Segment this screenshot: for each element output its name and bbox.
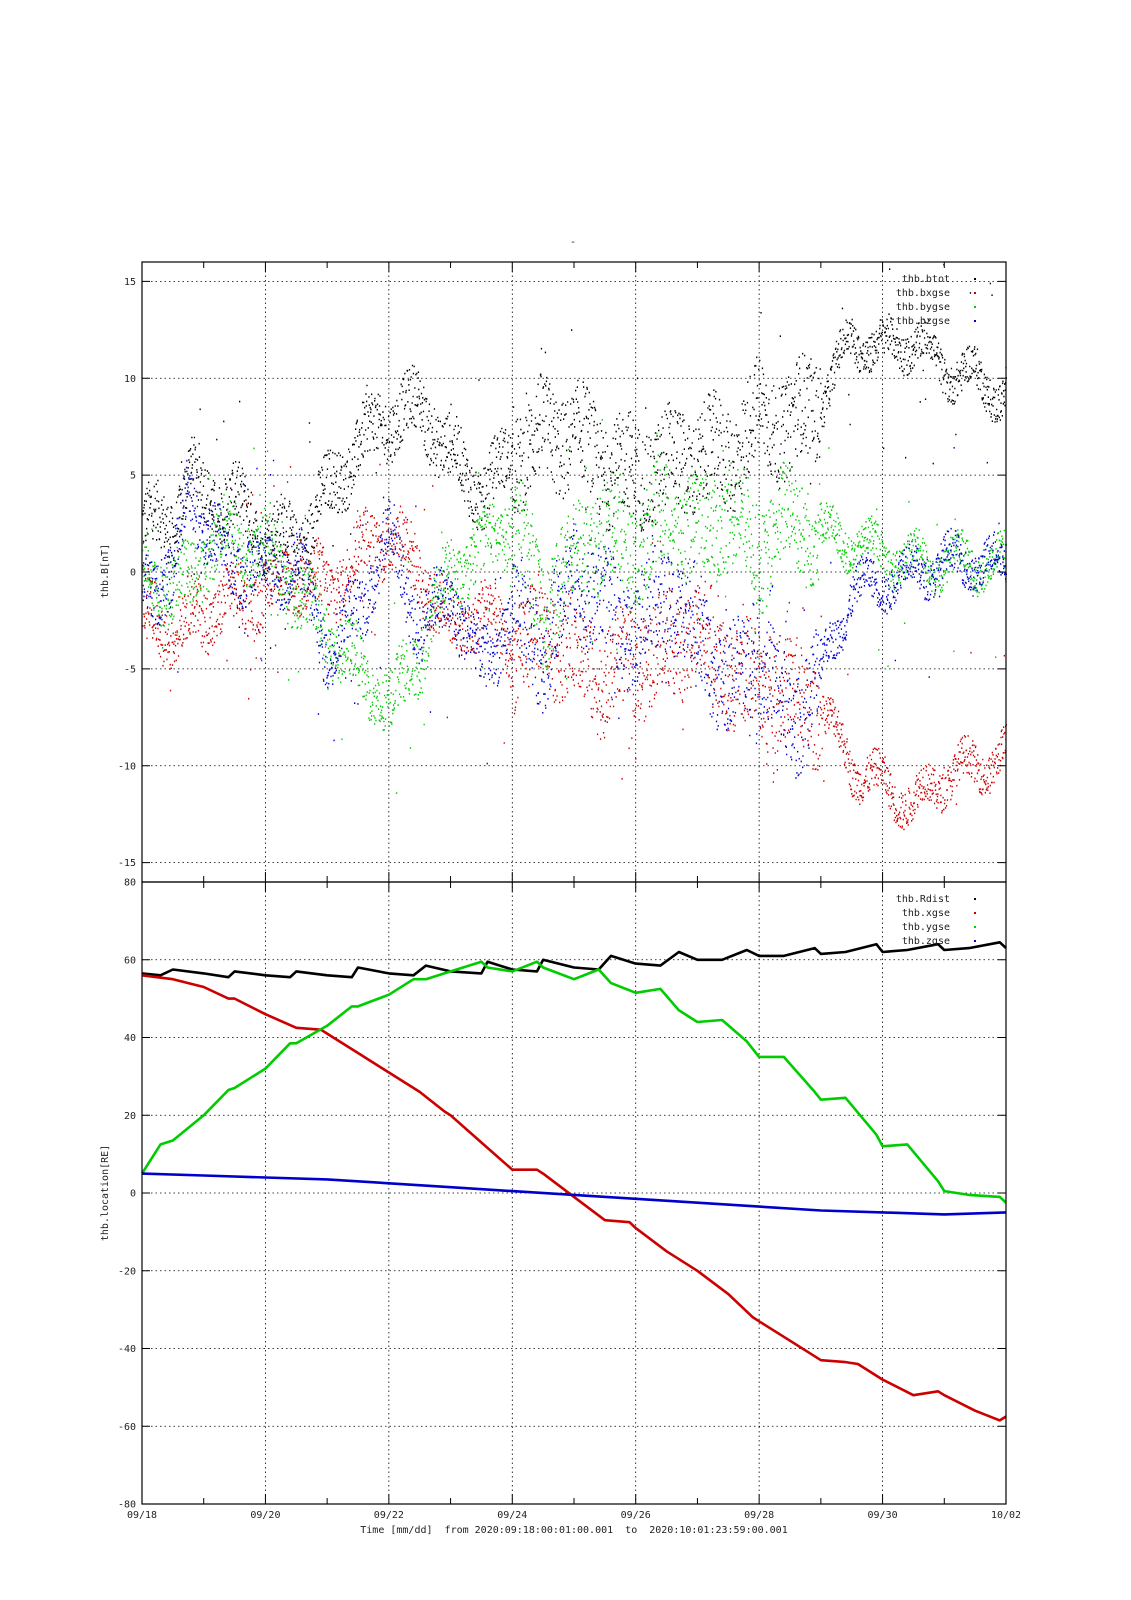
time-range-footer: Time [mm/dd] from 2020:09:18:00:01:00.00… bbox=[360, 1525, 787, 1536]
legend-swatch-thb-xgse bbox=[974, 912, 976, 914]
legend-swatch-thb-ygse bbox=[974, 926, 976, 928]
location-grid bbox=[142, 882, 1006, 1504]
location-y-ticks: -80 -60 -40 -20 0 20 40 60 80 bbox=[118, 878, 1006, 1511]
location-x-ticks: 09/18 09/20 09/22 09/24 09/26 09/28 09/30 10/02 bbox=[127, 882, 1021, 1521]
x-tick-label: 09/18 bbox=[127, 1510, 157, 1521]
x-tick-label: 09/24 bbox=[497, 1510, 527, 1521]
location-legend: thb.Rdist thb.xgse thb.ygse thb.zgse bbox=[896, 894, 976, 947]
location-y-tick-label: -40 bbox=[118, 1344, 136, 1355]
series-thb-xgse-line bbox=[141, 974, 1007, 1422]
series-thb-Rdist-line bbox=[141, 940, 1007, 979]
legend-entry-thb-zgse: thb.zgse bbox=[902, 936, 950, 947]
magnetic-field-y-tick-label: -15 bbox=[118, 858, 136, 869]
legend-entry-thb-bzgse: thb.bzgse bbox=[896, 316, 950, 327]
legend-swatch-thb-bygse bbox=[974, 306, 976, 308]
series-thb-bygse-points bbox=[142, 419, 1007, 794]
magnetic-field-data bbox=[142, 263, 1007, 831]
location-y-tick-label: 60 bbox=[124, 955, 136, 966]
series-thb-btot-points bbox=[142, 263, 1007, 649]
location-y-tick-label: -80 bbox=[118, 1500, 136, 1511]
location-y-tick-label: 80 bbox=[124, 878, 136, 889]
legend-entry-thb-ygse: thb.ygse bbox=[902, 922, 950, 933]
magnetic-field-y-tick-label: 10 bbox=[124, 374, 136, 385]
series-thb-zgse-line bbox=[141, 1172, 1007, 1216]
legend-entry-thb-Rdist: thb.Rdist bbox=[896, 894, 950, 905]
series-thb-ygse-line bbox=[140, 960, 1007, 1204]
magnetic-field-y-tick-label: -5 bbox=[124, 664, 136, 675]
magnetic-field-panel: -15 -10 -5 0 5 10 15 thb.B[nT] thb.btot thb.bxg… bbox=[100, 261, 1007, 883]
legend-swatch-thb-btot bbox=[974, 278, 976, 280]
x-tick-label: 09/20 bbox=[250, 1510, 280, 1521]
x-tick-label: 09/30 bbox=[868, 1510, 898, 1521]
x-tick-label: 10/02 bbox=[991, 1510, 1021, 1521]
page-title: - bbox=[570, 237, 576, 248]
legend-entry-thb-bxgse: thb.bxgse bbox=[896, 288, 950, 299]
location-y-axis-label: thb.location[RE] bbox=[100, 1145, 111, 1241]
magnetic-field-y-tick-label: 0 bbox=[130, 568, 136, 579]
location-y-tick-label: -60 bbox=[118, 1422, 136, 1433]
legend-swatch-thb-Rdist bbox=[974, 898, 976, 900]
magnetic-field-y-axis-label: thb.B[nT] bbox=[100, 544, 111, 598]
magnetic-field-y-tick-label: -10 bbox=[118, 761, 136, 772]
location-data bbox=[140, 940, 1007, 1422]
magnetic-field-y-tick-label: 15 bbox=[124, 277, 136, 288]
legend-entry-thb-btot: thb.btot bbox=[902, 274, 950, 285]
location-y-tick-label: 20 bbox=[124, 1111, 136, 1122]
location-y-tick-label: 40 bbox=[124, 1033, 136, 1044]
magnetic-field-x-tick-marks bbox=[141, 262, 1007, 882]
legend-swatch-thb-zgse bbox=[974, 940, 976, 942]
x-tick-label: 09/28 bbox=[744, 1510, 774, 1521]
series-thb-bzgse-points bbox=[142, 447, 1007, 779]
location-y-tick-label: -20 bbox=[118, 1266, 136, 1277]
magnetic-field-y-ticks: -15 -10 -5 0 5 10 15 bbox=[118, 277, 1006, 869]
legend-swatch-thb-bxgse bbox=[974, 292, 976, 294]
series-thb-bxgse-points bbox=[142, 463, 1007, 831]
legend-entry-thb-bygse: thb.bygse bbox=[896, 302, 950, 313]
legend-swatch-thb-bzgse bbox=[974, 320, 976, 322]
legend-entry-thb-xgse: thb.xgse bbox=[902, 908, 950, 919]
x-tick-label: 09/26 bbox=[621, 1510, 651, 1521]
x-tick-label: 09/22 bbox=[374, 1510, 404, 1521]
magnetic-field-legend: thb.btot thb.bxgse thb.bygse thb.bzgse bbox=[896, 274, 976, 327]
magnetic-field-y-tick-label: 5 bbox=[130, 471, 136, 482]
location-y-tick-label: 0 bbox=[130, 1189, 136, 1200]
magnetic-field-grid bbox=[142, 262, 1006, 882]
